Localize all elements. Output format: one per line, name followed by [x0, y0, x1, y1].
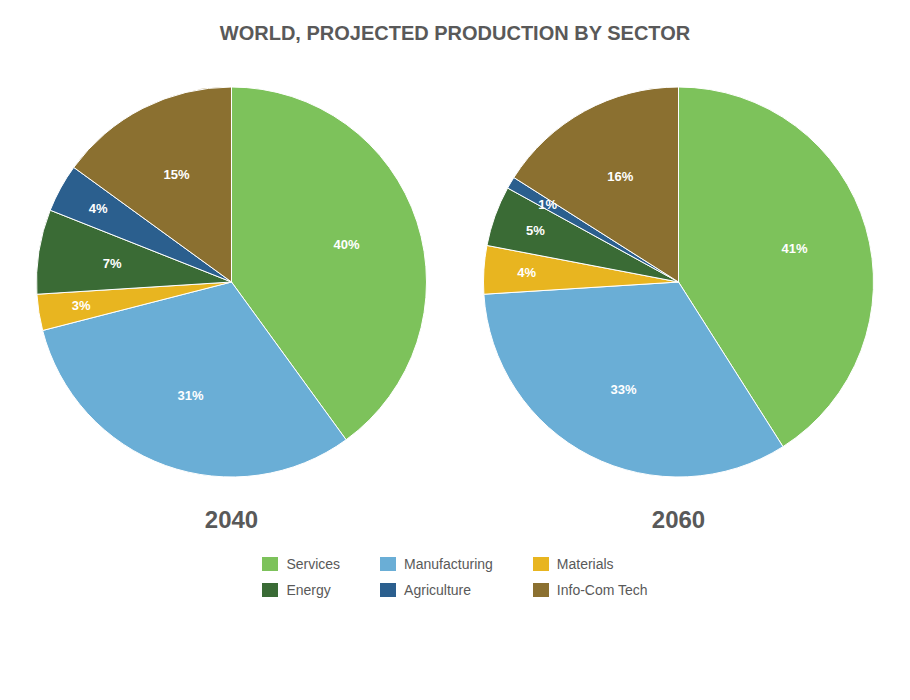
- svg-text:40%: 40%: [333, 237, 359, 252]
- html-text:Energy: Energy: [286, 582, 331, 598]
- html-text:WORLD, PROJECTED PRODUCTION BY: WORLD, PROJECTED PRODUCTION BY SECTOR: [219, 22, 691, 44]
- svg-text:33%: 33%: [611, 382, 637, 397]
- svg-text:4%: 4%: [89, 201, 108, 216]
- svg-text:41%: 41%: [782, 241, 808, 256]
- html-text:Manufacturing: Manufacturing: [404, 556, 493, 572]
- svg-text:31%: 31%: [178, 388, 204, 403]
- svg-text:16%: 16%: [607, 169, 633, 184]
- html-text:Info-Com Tech: Info-Com Tech: [556, 582, 648, 598]
- svg-text:4%: 4%: [517, 265, 536, 280]
- svg-text:3%: 3%: [72, 298, 91, 313]
- html-text:Materials: Materials: [556, 556, 614, 572]
- svg-text:5%: 5%: [526, 223, 545, 238]
- html-text:Services: Services: [286, 556, 341, 572]
- svg-text:15%: 15%: [164, 167, 190, 182]
- html-text:2060: 2060: [651, 506, 706, 533]
- html-text:2040: 2040: [204, 506, 259, 533]
- svg-text:7%: 7%: [103, 256, 122, 271]
- svg-text:1%: 1%: [538, 197, 557, 212]
- html-text:Agriculture: Agriculture: [404, 582, 471, 598]
